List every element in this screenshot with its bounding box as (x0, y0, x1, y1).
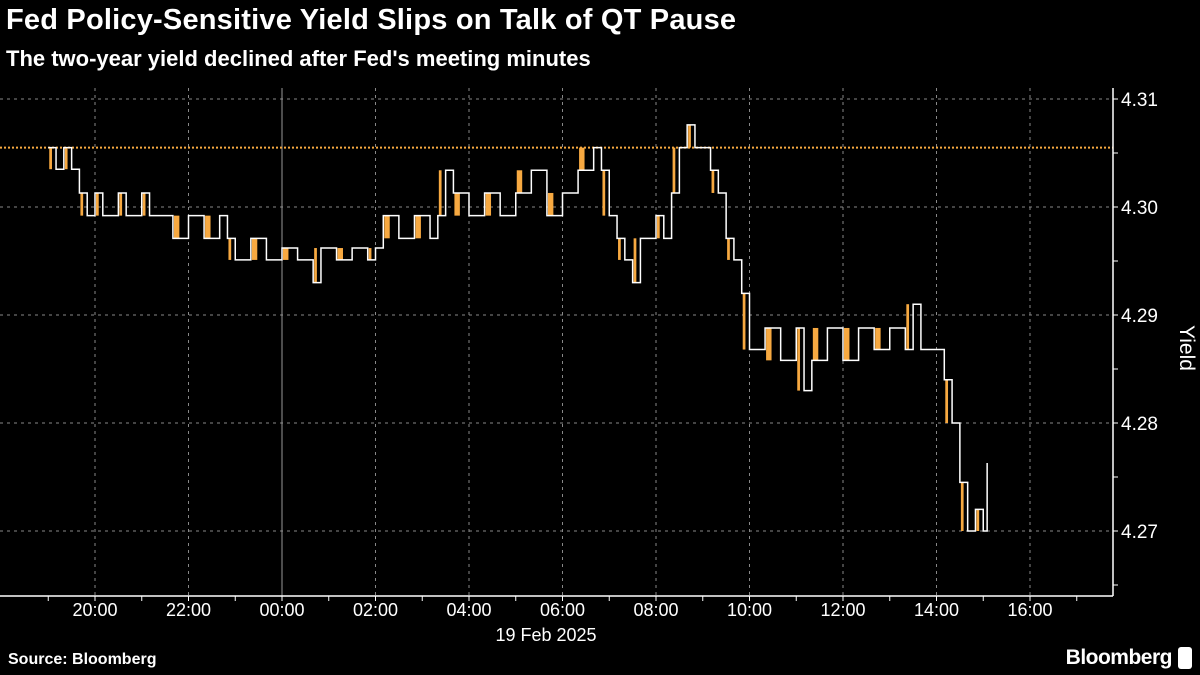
oscillation-fill (173, 215, 180, 239)
axes (0, 88, 1118, 601)
chart-subtitle: The two-year yield declined after Fed's … (6, 46, 591, 71)
oscillation-fill (547, 192, 554, 216)
y-tick-label: 4.30 (1121, 198, 1158, 219)
chart-title: Fed Policy-Sensitive Yield Slips on Talk… (6, 4, 737, 36)
oscillation-fill (96, 192, 99, 216)
oscillation-fill (516, 170, 523, 193)
oscillation-fill (251, 238, 258, 260)
x-axis-label: 19 Feb 2025 (495, 625, 596, 645)
oscillation-fill (142, 192, 146, 216)
oscillation-fill (579, 147, 585, 171)
x-tick-label: 20:00 (72, 600, 117, 620)
bloomberg-terminal-icon (1178, 647, 1192, 669)
bloomberg-logo: Bloomberg (1066, 646, 1192, 670)
oscillation-fill (633, 238, 637, 283)
y-tick-label: 4.29 (1121, 306, 1158, 327)
x-tick-labels: 20:00 22:00 00:00 02:00 04:00 06:00 08:00 10:00… (72, 600, 1052, 620)
y-tick-labels: 4.27 4.28 4.29 4.30 4.31 (1121, 90, 1158, 543)
oscillation-fill (205, 215, 211, 239)
oscillation-fill (875, 327, 881, 350)
oscillation-fill (906, 304, 910, 350)
x-tick-label: 12:00 (820, 600, 865, 620)
gridlines (0, 88, 1113, 596)
yield-line (48, 124, 988, 532)
y-tick-label: 4.31 (1121, 90, 1158, 111)
x-tick-label: 10:00 (727, 600, 772, 620)
x-tick-label: 08:00 (633, 600, 678, 620)
oscillation-fill (727, 238, 730, 260)
oscillation-fill (384, 215, 390, 239)
x-tick-label: 00:00 (259, 600, 304, 620)
oscillation-fill (976, 509, 980, 531)
oscillation-fill (228, 238, 232, 260)
oscillation-fill (812, 327, 819, 361)
brand-name: Bloomberg (1065, 646, 1173, 669)
oscillation-fill (844, 327, 850, 361)
y-axis-label: Yield (1175, 325, 1198, 371)
oscillation-fill (945, 379, 949, 423)
x-tick-label: 04:00 (446, 600, 491, 620)
source-note: Source: Bloomberg (8, 651, 157, 668)
oscillation-fill (711, 170, 715, 193)
oscillation-fill (766, 327, 772, 361)
oscillation-fill (797, 327, 800, 391)
oscillation-fill (368, 248, 372, 260)
x-tick-label: 16:00 (1007, 600, 1052, 620)
x-tick-label: 06:00 (540, 600, 585, 620)
oscillation-fill (283, 248, 289, 260)
y-tick-label: 4.28 (1121, 414, 1158, 435)
x-tick-label: 22:00 (166, 600, 211, 620)
y-tick-label: 4.27 (1121, 522, 1158, 543)
oscillation-fill (64, 147, 68, 170)
oscillation-fill (49, 147, 52, 170)
oscillation-fill (314, 248, 317, 283)
oscillation-fill (337, 248, 343, 260)
oscillation-fill (415, 215, 421, 239)
oscillation-fill (80, 192, 84, 216)
oscillation-fill (454, 192, 460, 216)
oscillation-fill (485, 192, 492, 216)
oscillation-fill (960, 482, 964, 531)
x-tick-label: 02:00 (353, 600, 398, 620)
oscillation-fill (602, 170, 606, 216)
oscillation-fill (119, 192, 123, 216)
oscillation-fill (742, 293, 746, 350)
yield-series (48, 124, 988, 532)
oscillation-fill (618, 238, 621, 260)
oscillation-fill (438, 170, 442, 216)
oscillation-fill (672, 147, 676, 193)
x-tick-label: 14:00 (914, 600, 959, 620)
oscillation-fill (688, 124, 691, 148)
oscillation-fill (657, 215, 660, 239)
